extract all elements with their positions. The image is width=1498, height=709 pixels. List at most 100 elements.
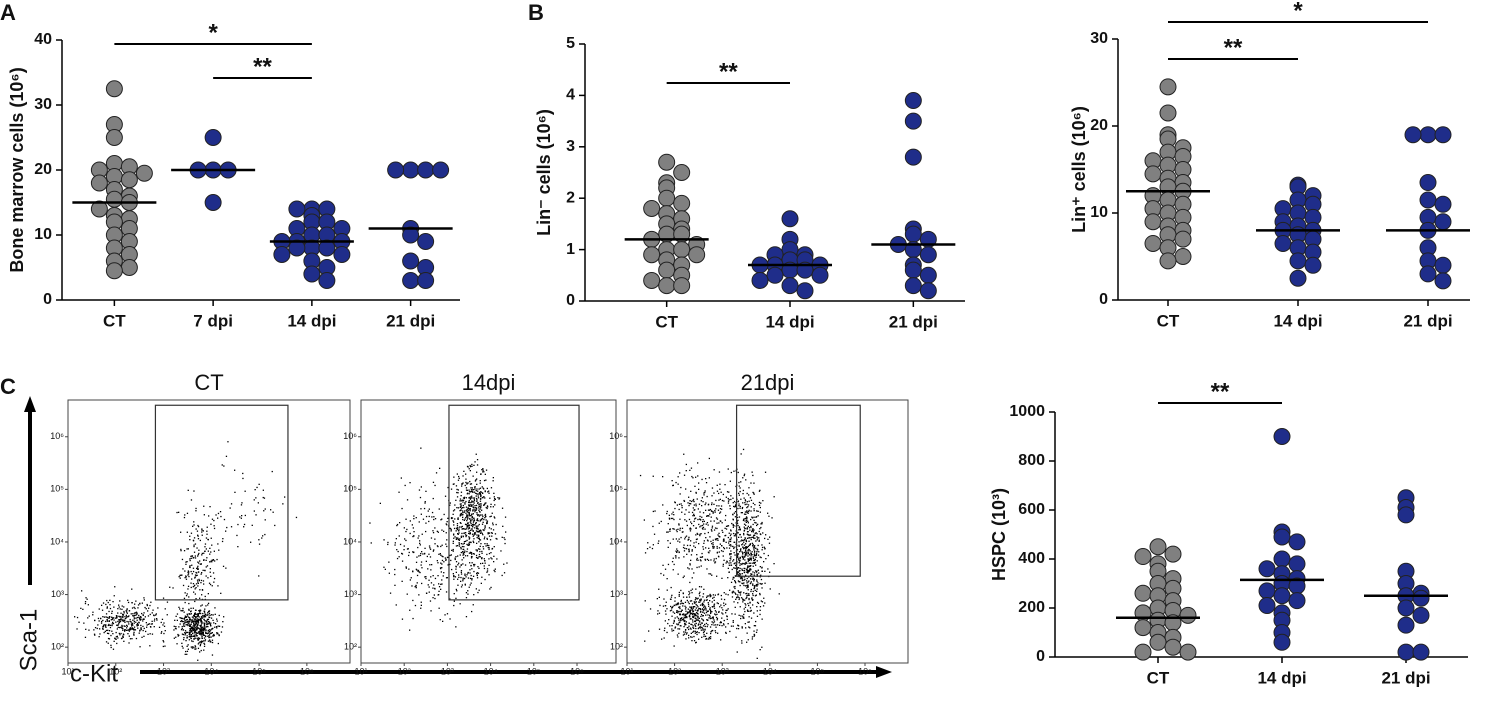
cell-event [748,580,750,582]
cell-event [735,564,737,567]
cell-event [188,636,190,638]
cell-event [732,518,734,520]
cell-event [702,628,704,630]
cell-event [195,587,197,589]
cell-event [201,637,204,639]
cell-event [726,618,728,620]
cell-event [438,586,441,588]
cell-event [680,619,682,622]
x-tick-label: 10⁴ [484,666,498,676]
cell-event [457,507,460,509]
cell-event [209,568,211,570]
data-point [1289,269,1307,287]
cell-event [681,507,683,509]
cell-event [715,557,717,560]
cell-event [475,479,477,481]
cell-event [749,627,751,629]
cell-event [716,484,718,486]
cell-event [678,594,680,596]
cell-event [271,470,273,473]
cell-event [743,541,745,543]
data-point [919,266,937,284]
cell-event [759,489,761,491]
cell-event [462,578,464,580]
cell-event [484,543,486,545]
cell-event [190,630,192,632]
cell-event [749,565,751,568]
cell-event [485,515,487,517]
cell-event [196,613,198,615]
cell-event [462,510,464,512]
cell-event [727,500,730,502]
cell-event [118,623,120,625]
cell-event [699,627,701,629]
y-tick-label: 10² [51,642,64,652]
cell-event [745,479,747,481]
cell-event [419,554,422,557]
cell-event [453,527,456,530]
cell-event [459,506,461,508]
cell-event [188,609,190,611]
cell-event [433,549,435,551]
cell-event [668,619,670,621]
cell-event [121,620,123,622]
cell-event [205,548,207,550]
cell-event [103,616,106,618]
cell-event [121,608,123,610]
cell-event [713,624,715,626]
cell-event [669,528,671,531]
cell-event [679,529,681,531]
cell-event [396,524,398,527]
cell-event [680,610,682,613]
cell-event [752,565,754,567]
cell-event [200,629,202,631]
cell-event [216,558,218,561]
cell-event [471,553,473,555]
cell-event [677,573,679,575]
cell-event [199,645,201,647]
cell-event [725,562,727,564]
cell-event [493,561,495,563]
cell-event [197,554,199,556]
cell-event [721,607,723,609]
cell-event [744,562,747,564]
cell-event [752,543,754,546]
cell-event [688,536,690,538]
cell-event [489,516,491,518]
cell-event [253,510,255,512]
cell-event [686,524,688,527]
cell-event [194,648,196,650]
cell-event [717,539,719,541]
cell-event [734,506,736,508]
cell-event [659,604,661,607]
cell-event [452,548,454,551]
cell-event [465,473,467,475]
cell-event [691,550,693,552]
cell-event [178,576,180,578]
cell-event [740,548,742,550]
cell-event [193,623,195,625]
cell-event [748,544,751,546]
cell-event [434,527,436,529]
cell-event [459,500,461,502]
cell-event [203,637,206,639]
cell-event [746,511,748,513]
cell-event [747,525,749,527]
cell-event [696,631,698,633]
cell-event [744,623,746,625]
cell-event [748,487,750,489]
data-point [1434,195,1452,213]
cell-event [742,493,744,495]
cell-event [738,545,740,547]
cell-event [688,590,690,593]
cell-event [756,579,758,581]
cell-event [747,549,749,551]
cell-event [162,624,164,626]
cell-event [486,568,489,570]
cell-event [100,617,102,620]
cell-event [682,619,684,621]
cell-event [731,568,733,571]
cell-event [705,523,707,525]
cell-event [691,592,693,594]
cell-event [694,632,696,634]
